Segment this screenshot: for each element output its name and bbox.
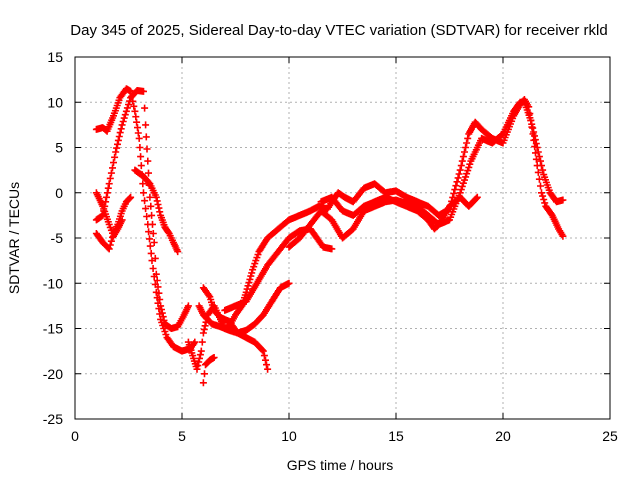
data-series [92,85,567,387]
x-tick-label: 5 [178,428,186,444]
y-tick-label: -25 [43,411,63,427]
series-arc-7 [199,354,218,387]
plot-frame [74,56,611,420]
series-arc-11 [285,98,567,251]
series-markers [199,354,218,387]
x-tick-label: 10 [281,428,297,444]
series-markers [195,279,293,337]
series-arc-4 [92,189,126,240]
series-arc-2 [92,87,192,332]
x-axis-label: GPS time / hours [287,457,394,473]
series-markers [317,193,481,233]
x-tick-label: 15 [388,428,404,444]
axis-ticks: 0 5 10 15 20 25 -25 -20 -15 -10 -5 0 5 10 15 [43,49,618,444]
x-tick-label: 20 [495,428,511,444]
y-tick-label: 15 [47,49,63,65]
y-tick-label: -20 [43,366,63,382]
y-tick-label: 0 [55,185,63,201]
series-markers [92,85,199,355]
series-arc-5 [131,166,182,256]
y-tick-label: -5 [51,230,64,246]
series-arc-9 [195,279,293,337]
series-arc-12 [317,193,481,233]
x-tick-label: 0 [71,428,79,444]
y-tick-label: 10 [47,94,63,110]
series-markers [92,189,126,240]
y-axis-label: SDTVAR / TECUs [6,182,22,294]
x-tick-label: 25 [602,428,618,444]
series-markers [131,166,182,256]
y-tick-label: -10 [43,275,63,291]
series-arc-1 [92,85,199,355]
series-markers [285,98,567,251]
y-tick-label: 5 [55,140,63,156]
y-tick-label: -15 [43,321,63,337]
chart-title: Day 345 of 2025, Sidereal Day-to-day VTE… [70,22,607,39]
series-markers [92,87,192,332]
